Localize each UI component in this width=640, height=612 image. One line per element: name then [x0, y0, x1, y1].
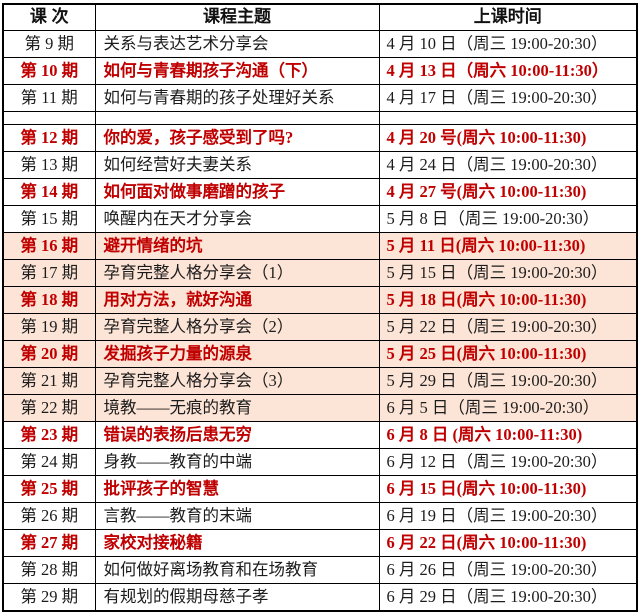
- course-topic-cell: 孕育完整人格分享会（2）: [94, 313, 380, 341]
- lesson-number-cell: 第 20 期: [2, 340, 96, 368]
- course-topic-cell: 如何面对做事磨蹭的孩子: [94, 178, 380, 206]
- lesson-number-cell: 第 16 期: [2, 232, 96, 260]
- class-time-cell: 6 月 29 日（周三 19:00-20:30）: [378, 583, 638, 611]
- lesson-number-cell: 第 10 期: [2, 57, 96, 85]
- course-topic-cell: 孕育完整人格分享会（1）: [94, 259, 380, 287]
- table-row: 第 19 期孕育完整人格分享会（2） 5 月 22 日（周三 19:00-20:3…: [2, 313, 638, 341]
- class-time-cell: 6 月 22 日(周六 10:00-11:30): [378, 529, 638, 557]
- lesson-number-cell: 第 23 期: [2, 421, 96, 449]
- lesson-number-cell: 第 14 期: [2, 178, 96, 206]
- course-topic-cell: 如何与青春期孩子沟通（下）: [94, 57, 380, 85]
- course-topic-cell: 言教——教育的末端: [94, 502, 380, 530]
- course-topic-cell: 有规划的假期母慈子孝: [94, 583, 380, 611]
- table-row: 第 21 期孕育完整人格分享会（3） 5 月 29 日（周三 19:00-20:3…: [2, 367, 638, 395]
- class-time-cell: 4 月 17 日（周三 19:00-20:30）: [378, 84, 638, 112]
- class-time-cell: 5 月 15 日（周三 19:00-20:30）: [378, 259, 638, 287]
- table-row: 第 28 期如何做好离场教育和在场教育 6 月 26 日（周三 19:00-20:…: [2, 556, 638, 584]
- course-topic-cell: 如何与青春期的孩子处理好关系: [94, 84, 380, 112]
- class-time-cell: 5 月 25 日(周六 10:00-11:30): [378, 340, 638, 368]
- lesson-number-cell: 第 27 期: [2, 529, 96, 557]
- table-row: 第 9 期关系与表达艺术分享会 4 月 10 日（周三 19:00-20:30）: [2, 30, 638, 58]
- course-topic-cell: 境教——无痕的教育: [94, 394, 380, 422]
- table-header: 课 次 课程主题 上课时间: [2, 3, 638, 31]
- course-topic-cell: 家校对接秘籍: [94, 529, 380, 557]
- lesson-number-cell: 第 24 期: [2, 448, 96, 476]
- table-row: 第 12 期你的爱，孩子感受到了吗? 4 月 20 号(周六 10:00-11:3…: [2, 124, 638, 152]
- spacer-cell: [378, 111, 638, 125]
- spacer-cell: [2, 111, 96, 125]
- course-topic-cell: 如何做好离场教育和在场教育: [94, 556, 380, 584]
- class-time-cell: 6 月 8 日 (周六 10:00-11:30): [378, 421, 638, 449]
- table-row: 第 23 期错误的表扬后患无穷 6 月 8 日 (周六 10:00-11:30): [2, 421, 638, 449]
- spacer-row: [2, 111, 638, 125]
- course-topic-cell: 如何经营好夫妻关系: [94, 151, 380, 179]
- lesson-number-cell: 第 12 期: [2, 124, 96, 152]
- course-schedule-sheet: 课 次 课程主题 上课时间 第 9 期关系与表达艺术分享会 4 月 10 日（周三…: [2, 3, 638, 612]
- table-row: 第 16 期避开情绪的坑 5 月 11 日(周六 10:00-11:30): [2, 232, 638, 260]
- table-row: 第 15 期唤醒内在天才分享会 5 月 8 日（周三 19:00-20:30）: [2, 205, 638, 233]
- lesson-number-cell: 第 29 期: [2, 583, 96, 611]
- table-row: 第 26 期言教——教育的末端 6 月 19 日（周三 19:00-20:30）: [2, 502, 638, 530]
- lesson-number-cell: 第 25 期: [2, 475, 96, 503]
- header-lesson-number: 课 次: [2, 3, 96, 31]
- class-time-cell: 6 月 12 日（周三 19:00-20:30）: [378, 448, 638, 476]
- class-time-cell: 4 月 20 号(周六 10:00-11:30): [378, 124, 638, 152]
- course-schedule-table: 课 次 课程主题 上课时间 第 9 期关系与表达艺术分享会 4 月 10 日（周三…: [2, 3, 638, 612]
- table-row: 第 24 期身教——教育的中端 6 月 12 日（周三 19:00-20:30）: [2, 448, 638, 476]
- lesson-number-cell: 第 18 期: [2, 286, 96, 314]
- table-body: 第 9 期关系与表达艺术分享会 4 月 10 日（周三 19:00-20:30）第…: [2, 30, 638, 611]
- class-time-cell: 5 月 22 日（周三 19:00-20:30）: [378, 313, 638, 341]
- class-time-cell: 6 月 15 日(周六 10:00-11:30): [378, 475, 638, 503]
- spacer-cell: [94, 111, 380, 125]
- lesson-number-cell: 第 15 期: [2, 205, 96, 233]
- course-topic-cell: 用对方法，就好沟通: [94, 286, 380, 314]
- course-topic-cell: 身教——教育的中端: [94, 448, 380, 476]
- course-topic-cell: 唤醒内在天才分享会: [94, 205, 380, 233]
- class-time-cell: 5 月 8 日（周三 19:00-20:30）: [378, 205, 638, 233]
- class-time-cell: 4 月 13 日（周六 10:00-11:30）: [378, 57, 638, 85]
- class-time-cell: 4 月 27 号(周六 10:00-11:30): [378, 178, 638, 206]
- lesson-number-cell: 第 11 期: [2, 84, 96, 112]
- table-row: 第 20 期发掘孩子力量的源泉 5 月 25 日(周六 10:00-11:30): [2, 340, 638, 368]
- class-time-cell: 6 月 5 日（周三 19:00-20:30）: [378, 394, 638, 422]
- lesson-number-cell: 第 13 期: [2, 151, 96, 179]
- lesson-number-cell: 第 22 期: [2, 394, 96, 422]
- course-topic-cell: 避开情绪的坑: [94, 232, 380, 260]
- lesson-number-cell: 第 26 期: [2, 502, 96, 530]
- course-topic-cell: 你的爱，孩子感受到了吗?: [94, 124, 380, 152]
- header-course-topic: 课程主题: [94, 3, 380, 31]
- course-topic-cell: 关系与表达艺术分享会: [94, 30, 380, 58]
- class-time-cell: 5 月 29 日（周三 19:00-20:30）: [378, 367, 638, 395]
- table-row: 第 14 期如何面对做事磨蹭的孩子 4 月 27 号(周六 10:00-11:30…: [2, 178, 638, 206]
- lesson-number-cell: 第 21 期: [2, 367, 96, 395]
- table-row: 第 10 期如何与青春期孩子沟通（下） 4 月 13 日（周六 10:00-11:…: [2, 57, 638, 85]
- lesson-number-cell: 第 9 期: [2, 30, 96, 58]
- lesson-number-cell: 第 28 期: [2, 556, 96, 584]
- table-row: 第 22 期境教——无痕的教育 6 月 5 日（周三 19:00-20:30）: [2, 394, 638, 422]
- lesson-number-cell: 第 17 期: [2, 259, 96, 287]
- header-class-time: 上课时间: [378, 3, 638, 31]
- class-time-cell: 4 月 24 日（周三 19:00-20:30）: [378, 151, 638, 179]
- course-topic-cell: 批评孩子的智慧: [94, 475, 380, 503]
- lesson-number-cell: 第 19 期: [2, 313, 96, 341]
- class-time-cell: 5 月 18 日(周六 10:00-11:30): [378, 286, 638, 314]
- course-topic-cell: 发掘孩子力量的源泉: [94, 340, 380, 368]
- table-row: 第 11 期如何与青春期的孩子处理好关系 4 月 17 日（周三 19:00-20…: [2, 84, 638, 112]
- table-row: 第 17 期孕育完整人格分享会（1） 5 月 15 日（周三 19:00-20:3…: [2, 259, 638, 287]
- course-topic-cell: 孕育完整人格分享会（3）: [94, 367, 380, 395]
- header-row: 课 次 课程主题 上课时间: [2, 3, 638, 31]
- table-row: 第 29 期有规划的假期母慈子孝 6 月 29 日（周三 19:00-20:30）: [2, 583, 638, 611]
- table-row: 第 13 期如何经营好夫妻关系 4 月 24 日（周三 19:00-20:30）: [2, 151, 638, 179]
- table-row: 第 27 期家校对接秘籍 6 月 22 日(周六 10:00-11:30): [2, 529, 638, 557]
- class-time-cell: 6 月 26 日（周三 19:00-20:30）: [378, 556, 638, 584]
- table-row: 第 25 期批评孩子的智慧 6 月 15 日(周六 10:00-11:30): [2, 475, 638, 503]
- class-time-cell: 5 月 11 日(周六 10:00-11:30): [378, 232, 638, 260]
- table-row: 第 18 期用对方法，就好沟通 5 月 18 日(周六 10:00-11:30): [2, 286, 638, 314]
- class-time-cell: 6 月 19 日（周三 19:00-20:30）: [378, 502, 638, 530]
- course-topic-cell: 错误的表扬后患无穷: [94, 421, 380, 449]
- class-time-cell: 4 月 10 日（周三 19:00-20:30）: [378, 30, 638, 58]
